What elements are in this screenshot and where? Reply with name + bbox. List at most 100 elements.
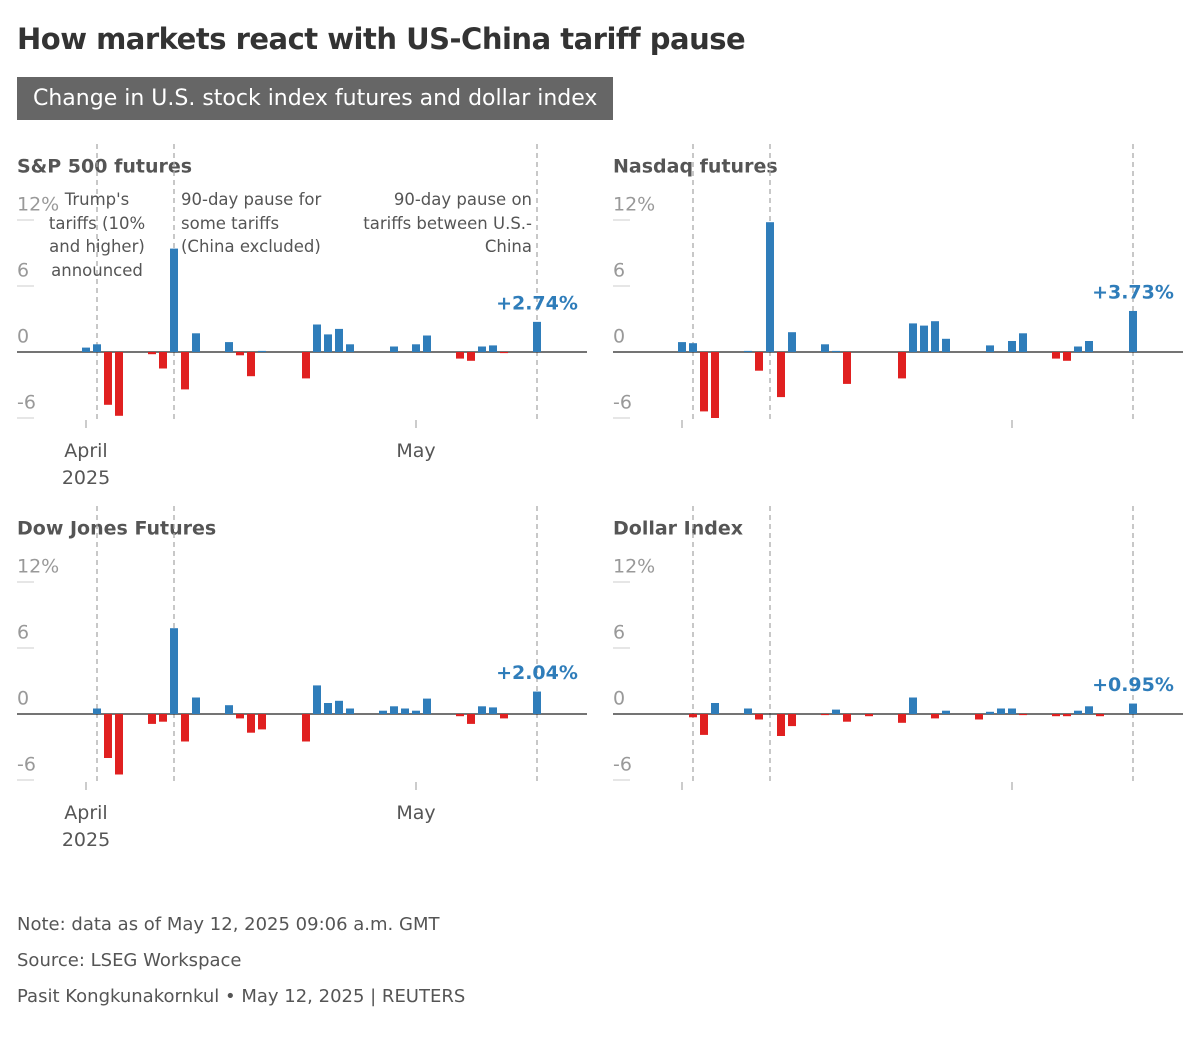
bar	[755, 352, 763, 371]
bar	[500, 714, 508, 719]
y-tick-label: 0	[17, 326, 29, 348]
bar	[423, 698, 431, 714]
bar	[777, 352, 785, 398]
y-tick-label: -6	[17, 392, 36, 414]
bar	[225, 705, 233, 714]
bar	[788, 714, 796, 727]
bar	[467, 714, 475, 724]
bar	[93, 344, 101, 352]
bar	[1085, 706, 1093, 714]
bar	[225, 342, 233, 352]
credit: Pasit Kongkunakornkul • May 12, 2025 | R…	[17, 986, 466, 1007]
panel-title: Dollar Index	[613, 518, 743, 540]
bar	[379, 710, 387, 714]
bar	[1063, 714, 1071, 717]
bar	[456, 714, 464, 717]
bar	[82, 347, 90, 352]
bar	[456, 352, 464, 359]
bar	[898, 714, 906, 723]
bar	[711, 703, 719, 714]
bar	[1129, 703, 1137, 714]
bar	[931, 321, 939, 352]
y-tick-label: -6	[613, 392, 632, 414]
annotation: 90-day pause for some tariffs (China exc…	[181, 190, 322, 256]
bar	[1019, 333, 1027, 352]
y-tick-label: 12%	[17, 194, 59, 216]
page-subtitle: Change in U.S. stock index futures and d…	[17, 77, 614, 120]
y-tick-label: 6	[613, 622, 625, 644]
bar	[821, 344, 829, 352]
bar	[302, 352, 310, 379]
y-tick-label: 12%	[613, 194, 655, 216]
bar	[744, 708, 752, 714]
bar	[711, 352, 719, 418]
source: Source: LSEG Workspace	[17, 950, 242, 971]
bar	[986, 711, 994, 714]
bar	[1052, 714, 1060, 717]
bar	[997, 708, 1005, 714]
bar	[1096, 714, 1104, 717]
bar	[700, 352, 708, 412]
bar	[104, 352, 112, 405]
bar	[1074, 710, 1082, 714]
bar	[313, 324, 321, 352]
bar	[346, 708, 354, 714]
bar	[181, 714, 189, 742]
bar	[346, 344, 354, 352]
bar	[247, 714, 255, 733]
bar	[777, 714, 785, 736]
bar	[942, 710, 950, 714]
bar	[335, 328, 343, 352]
y-tick-label: 12%	[17, 556, 59, 578]
bar	[104, 714, 112, 758]
bar	[401, 708, 409, 714]
bar	[843, 352, 851, 384]
bar	[821, 714, 829, 716]
bar	[689, 714, 697, 718]
bar	[865, 714, 873, 717]
bar	[909, 697, 917, 714]
bar	[755, 714, 763, 720]
bar	[700, 714, 708, 735]
bar	[1019, 714, 1027, 716]
bar	[148, 714, 156, 724]
bar	[788, 332, 796, 352]
bar	[843, 714, 851, 722]
x-tick-label: May	[396, 802, 436, 824]
bar	[1074, 346, 1082, 352]
bar	[986, 345, 994, 352]
bar	[1008, 708, 1016, 714]
bar	[170, 628, 178, 714]
y-tick-label: 6	[17, 260, 29, 282]
bar	[115, 714, 123, 775]
bar	[159, 714, 167, 722]
bar	[1085, 341, 1093, 352]
bar	[170, 248, 178, 352]
bar	[489, 707, 497, 714]
bar	[390, 346, 398, 352]
y-tick-label: 6	[17, 622, 29, 644]
value-label: +3.73%	[1092, 281, 1174, 303]
bar	[181, 352, 189, 390]
bar	[324, 334, 332, 352]
y-tick-label: 12%	[613, 556, 655, 578]
bar	[931, 714, 939, 719]
bar	[335, 700, 343, 714]
bar	[1008, 341, 1016, 352]
bar	[390, 706, 398, 714]
bar	[832, 350, 840, 352]
value-label: +0.95%	[1092, 674, 1174, 696]
bar	[192, 333, 200, 352]
bar	[302, 714, 310, 742]
bar	[412, 344, 420, 352]
panel-title: Nasdaq futures	[613, 156, 778, 178]
bar	[975, 714, 983, 720]
bar	[258, 350, 266, 352]
x-tick-label: April 2025	[61, 440, 111, 489]
bar	[942, 338, 950, 352]
panel-title: S&P 500 futures	[17, 156, 192, 178]
bar	[159, 352, 167, 369]
bar	[236, 352, 244, 356]
